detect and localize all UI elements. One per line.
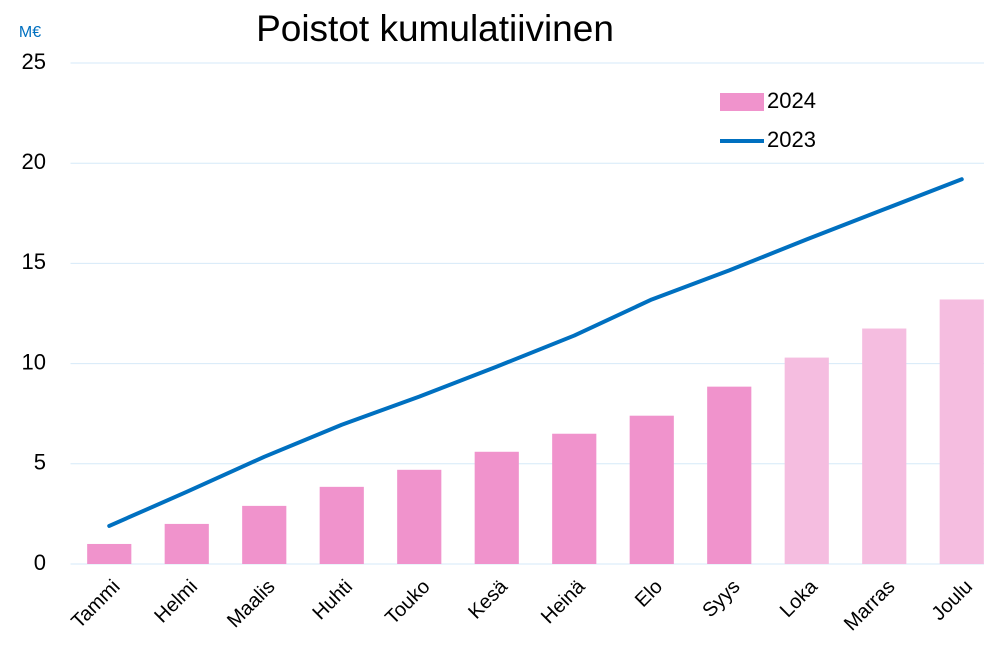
y-unit: M€ — [19, 24, 41, 41]
legend-swatch — [720, 93, 764, 111]
y-tick-label: 25 — [22, 49, 46, 74]
x-tick-label: Touko — [381, 576, 434, 629]
x-tick-label: Huhti — [308, 576, 357, 625]
x-tick-label: Maalis — [223, 576, 279, 632]
x-tick-label: Joulu — [928, 576, 977, 625]
y-tick-label: 10 — [22, 349, 46, 374]
chart-title: Poistot kumulatiivinen — [256, 8, 614, 49]
bar — [242, 505, 287, 564]
y-tick-label: 15 — [22, 249, 46, 274]
bar — [474, 451, 519, 564]
bar — [629, 415, 674, 564]
x-tick-label: Loka — [776, 575, 823, 622]
x-tick-label: Syys — [698, 576, 744, 622]
y-tick-label: 5 — [34, 450, 46, 475]
x-tick-label: Helmi — [150, 576, 202, 628]
x-tick-label: Heinä — [537, 575, 590, 628]
legend-label: 2023 — [767, 127, 816, 152]
bar — [87, 543, 132, 564]
bar — [939, 299, 984, 564]
y-tick-label: 0 — [34, 550, 46, 575]
bar — [784, 357, 829, 564]
x-tick-label: Tammi — [67, 576, 124, 633]
bar — [707, 386, 752, 564]
x-tick-label: Kesä — [464, 575, 512, 623]
line — [107, 177, 964, 528]
x-tick-label: Elo — [631, 576, 667, 612]
bar — [397, 469, 442, 564]
bar — [552, 433, 597, 564]
legend-label: 2024 — [767, 88, 816, 113]
bar — [862, 328, 907, 564]
y-tick-label: 20 — [22, 149, 46, 174]
bar — [164, 523, 209, 564]
bar — [319, 486, 364, 564]
x-tick-label: Marras — [840, 576, 900, 636]
